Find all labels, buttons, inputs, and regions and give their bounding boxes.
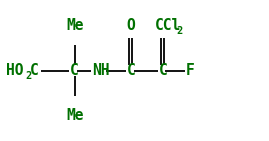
Text: 2: 2 — [177, 26, 183, 36]
Text: C: C — [159, 63, 167, 78]
Text: CCl: CCl — [155, 18, 181, 33]
Text: C: C — [30, 63, 39, 78]
Text: C: C — [70, 63, 79, 78]
Text: O: O — [126, 18, 135, 33]
Text: 2: 2 — [26, 71, 32, 81]
Text: Me: Me — [66, 18, 84, 33]
Text: NH: NH — [92, 63, 109, 78]
Text: F: F — [185, 63, 194, 78]
Text: HO: HO — [6, 63, 24, 78]
Text: Me: Me — [66, 108, 84, 123]
Text: C: C — [126, 63, 135, 78]
